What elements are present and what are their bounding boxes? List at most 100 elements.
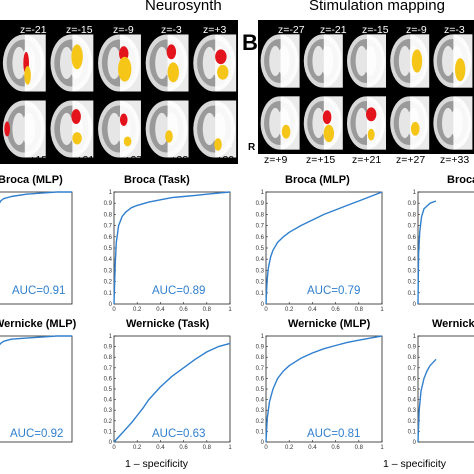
- brain-slice: [193, 34, 237, 92]
- plot-frame: [265, 335, 383, 443]
- activation-cluster: [71, 109, 81, 125]
- slice-label: z=-3: [444, 24, 465, 36]
- x-tick-label: 0.2: [133, 307, 142, 313]
- roc-curve: [0, 191, 72, 204]
- plot-frame: [0, 191, 73, 305]
- plot-title: Wernicke (Task): [126, 318, 210, 330]
- x-tick-label: 0: [264, 307, 268, 313]
- brain-slice: [260, 96, 300, 150]
- slice-label: z=+33: [159, 154, 189, 166]
- x-tick-label: 0.8: [355, 307, 364, 313]
- roc-curve: [265, 191, 383, 305]
- x-tick-label: 1: [380, 445, 384, 451]
- y-tick-label: 0.3: [104, 408, 113, 414]
- panel-letter-b: B: [242, 30, 258, 55]
- slice-label: z=+33: [440, 154, 470, 166]
- brain-slice: [346, 34, 387, 88]
- brain-right-hemisphere-mask: [167, 34, 189, 92]
- y-tick-label: 0.3: [104, 268, 113, 274]
- brain-right-hemisphere-mask: [120, 100, 141, 158]
- activation-cluster: [119, 113, 128, 126]
- brain-white-matter: [59, 112, 74, 146]
- brain-slice: [145, 100, 189, 158]
- plot-title: Wernicke (MLP): [288, 318, 371, 330]
- y-tick-label: 0.7: [256, 224, 265, 230]
- y-tick-label: 0.4: [256, 398, 265, 404]
- y-tick-label: 0.8: [408, 212, 417, 218]
- slice-label: z=+21: [352, 154, 382, 166]
- brain-right-hemisphere-mask: [410, 96, 430, 150]
- y-tick-label: 0.9: [256, 345, 265, 351]
- y-tick-label: 0.2: [408, 280, 417, 286]
- brain-white-matter: [398, 107, 411, 139]
- slice-label: z=+27: [396, 154, 426, 166]
- roc-curve: [113, 191, 231, 305]
- y-tick-label: 0.5: [256, 246, 265, 252]
- y-tick-label: 0.6: [408, 235, 417, 241]
- auc-label: AUC=0.89: [152, 285, 206, 297]
- brain-white-matter: [107, 46, 121, 80]
- plot-title: Broca (MLP): [0, 174, 63, 186]
- brain-slice: [303, 34, 343, 88]
- y-tick-label: 0.4: [408, 398, 417, 404]
- y-tick-label: 0.6: [256, 376, 265, 382]
- slice-label: z=-3: [161, 24, 182, 36]
- y-tick-label: 0: [413, 440, 417, 446]
- activation-cluster: [72, 132, 82, 145]
- y-tick-label: 0: [413, 302, 417, 308]
- y-tick-label: 0.3: [408, 268, 417, 274]
- stimulation-mapping-header: Stimulation mapping: [309, 0, 445, 14]
- y-tick-label: 0.6: [256, 235, 265, 241]
- activation-cluster: [165, 130, 173, 143]
- y-tick-label: 0.4: [104, 257, 113, 263]
- slice-label: z=-21: [20, 24, 47, 36]
- roc-plot-wernicke-mlp-left: [0, 335, 73, 443]
- brain-right-hemisphere-mask: [167, 100, 189, 158]
- y-tick-label: 0.9: [408, 345, 417, 351]
- slice-label: z=+15: [306, 154, 336, 166]
- y-tick-label: 0.4: [256, 257, 265, 263]
- brain-right-hemisphere-mask: [367, 96, 387, 150]
- roc-curve: [113, 342, 231, 443]
- roc-curve: [417, 200, 437, 305]
- y-tick-label: 1: [413, 334, 417, 340]
- brain-right-hemisphere-mask: [24, 100, 46, 158]
- activation-cluster: [123, 136, 132, 147]
- roc-plot-broca-mlp-left: [0, 191, 73, 305]
- activation-cluster: [323, 124, 335, 143]
- y-tick-label: 0.5: [104, 387, 113, 393]
- y-tick-label: 0.2: [256, 419, 265, 425]
- roc-plot-broca-partial: 0 0.1 0.2 0.3 0.4 0.5 0.6 0.7 0.8 0.9 1: [408, 190, 474, 308]
- activation-cluster: [71, 44, 83, 70]
- auc-label: AUC=0.92: [10, 428, 64, 440]
- activation-cluster: [167, 62, 179, 83]
- neurosynth-slice-panel: z=-21 z=-15 z=-9 z=-3 z=+3 L: [0, 20, 238, 164]
- y-tick-label: 0: [109, 302, 113, 308]
- slice-label: z=-15: [66, 24, 93, 36]
- plot-title: Wernicke: [432, 318, 474, 330]
- y-tick-label: 0.5: [256, 387, 265, 393]
- brain-right-hemisphere-mask: [280, 96, 300, 150]
- activation-cluster: [166, 44, 177, 60]
- x-tick-label: 0.8: [203, 445, 212, 451]
- y-tick-label: 0.3: [256, 268, 265, 274]
- brain-white-matter: [155, 46, 169, 80]
- y-tick-label: 0.8: [408, 355, 417, 361]
- x-axis-label: 1 – specificity: [125, 458, 189, 470]
- y-tick-label: 0.1: [104, 429, 113, 435]
- slice-label: z=-9: [406, 24, 427, 36]
- plot-title: Wernicke (MLP): [0, 318, 77, 330]
- auc-label: AUC=0.81: [307, 428, 361, 440]
- brain-white-matter: [155, 112, 169, 146]
- slice-label: z=+3: [203, 24, 227, 36]
- brain-slice: [98, 34, 141, 92]
- brain-white-matter: [107, 112, 121, 146]
- y-tick-label: 0.6: [408, 376, 417, 382]
- activation-cluster: [410, 121, 420, 136]
- y-tick-label: 0.2: [104, 280, 113, 286]
- slice-label: z=-9: [113, 24, 134, 36]
- brain-white-matter: [59, 46, 74, 80]
- y-tick-label: 0.3: [256, 408, 265, 414]
- brain-slice: [303, 96, 343, 150]
- x-axis-label: 1 – specificity: [383, 458, 447, 470]
